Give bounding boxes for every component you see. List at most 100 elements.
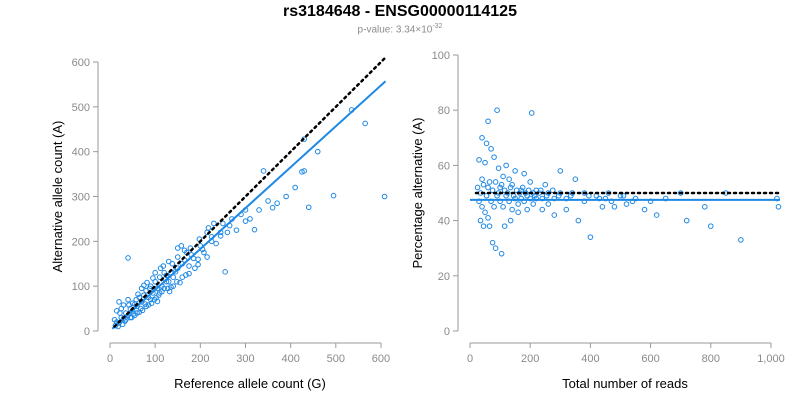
panel-1-data-point (169, 260, 176, 267)
panel-2-data-point (531, 192, 538, 199)
panel-1-x-tick-label: 200 (191, 353, 209, 365)
panel-1-data-point (260, 168, 267, 174)
panel-2-data-point (479, 135, 485, 141)
panel-2-data-point (568, 192, 574, 199)
panel-1-data-point (205, 225, 212, 231)
panel-2-data-point (480, 181, 487, 188)
panel-1-data-point (156, 274, 163, 281)
panel-1-data-point (222, 269, 228, 275)
panel-1-data-point (305, 204, 312, 211)
panel-2-data-point (474, 184, 481, 191)
panel-1-x-tick-label: 100 (146, 353, 164, 365)
panel-2-y-tick-label: 60 (438, 160, 450, 172)
panel-1-data-point (292, 184, 298, 191)
panel-2-data-point (515, 201, 521, 207)
panel-2-data-point (775, 204, 782, 210)
panel-1-y-tick-label: 300 (72, 192, 90, 204)
panel-2-data-point (507, 217, 514, 224)
panel-1-data-point (172, 269, 179, 275)
panel-2-x-tick-label: 0 (467, 353, 473, 365)
panel-1-y-tick-label: 400 (72, 147, 90, 159)
panel-1-data-point (174, 254, 181, 260)
panel-1-data-point (195, 256, 201, 263)
panel-1-y-tick-label: 100 (72, 281, 90, 293)
panel-2-data-point (539, 206, 546, 213)
panel-1-data-point (157, 265, 164, 272)
panel-2-data-point (620, 192, 627, 199)
panel-2-data-point (557, 168, 564, 174)
panel-1-fit-line (111, 80, 387, 330)
panel-2-x-tick-label: 400 (581, 353, 599, 365)
panel-2-x-tick-label: 1,000 (757, 353, 785, 365)
panel-2-data-point (501, 223, 508, 229)
panel-1-data-point (112, 322, 119, 329)
panel-2-data-point (485, 118, 491, 125)
panel-2-data-point (545, 201, 552, 207)
panel-1-data-point (150, 275, 156, 281)
panel-2-data-point (480, 223, 487, 229)
panel-2-y-tick-label: 0 (444, 326, 450, 338)
panel-2-data-point (623, 201, 630, 207)
panel-1-y-tick-label: 0 (84, 326, 90, 338)
panel-2-y-tick-label: 20 (438, 271, 450, 283)
panel-1-data-point (154, 285, 161, 292)
panel-1-data-point (362, 120, 368, 127)
panel-1-data-point (133, 296, 139, 303)
panel-2-data-point (491, 154, 497, 160)
panel-2-data-point (524, 192, 530, 199)
panel-1-x-tick-label: 0 (107, 353, 113, 365)
panel-1-data-point (145, 302, 152, 308)
panel-2-data-point (501, 187, 508, 194)
panel-2-data-point (509, 181, 515, 188)
panel-1-data-point (283, 193, 289, 200)
panel-2-data-point (485, 215, 491, 221)
panel-2-data-point (521, 170, 527, 177)
panel-2-data-point (512, 168, 518, 174)
subtitle-pvalue: p-value: 3.34×10 (357, 24, 433, 36)
panel-2-data-point (707, 223, 714, 229)
panel-2-data-point (525, 187, 532, 194)
panel-2-data-point (507, 184, 514, 191)
panel-2-data-point (500, 204, 506, 210)
panel-2-data-point (489, 187, 496, 194)
panel-2-data-point (479, 176, 485, 182)
panel-2-y-tick-label: 40 (438, 216, 450, 228)
panel-1-y-tick-label: 600 (72, 57, 90, 69)
panel-1-data-point (147, 296, 154, 303)
panel-2-data-point (528, 110, 535, 116)
panel-2-data-point (483, 140, 490, 147)
panel-2-data-point (515, 209, 521, 216)
panel-2-data-point (701, 204, 708, 210)
panel-1-data-point (265, 198, 271, 204)
panel-1-data-point (269, 204, 276, 211)
panel-2-data-point (527, 179, 533, 185)
panel-1-data-point (152, 269, 158, 276)
panel-2-data-point (500, 173, 506, 180)
panel-2-data-point (572, 176, 579, 182)
panel-2-data-point (542, 181, 549, 188)
panel-2-data-point (653, 212, 660, 218)
panel-1-y-axis-label: Alternative allele count (A) (50, 121, 65, 273)
panel-2-data-point (524, 206, 530, 213)
panel-2-y-tick-label: 80 (438, 105, 450, 117)
panel-1-data-point (211, 220, 217, 227)
panel-2-data-point (494, 107, 500, 113)
panel-2-data-point (549, 187, 556, 194)
panel-2-data-point (563, 206, 570, 213)
panel-2-x-tick-label: 800 (702, 353, 720, 365)
panel-1-data-point (165, 278, 172, 285)
panel-1-data-point (116, 299, 122, 305)
panel-2-data-point (483, 192, 490, 199)
panel-2-data-point (485, 184, 491, 191)
panel-1-y-tick-label: 200 (72, 236, 90, 248)
panel-1-data-point (201, 249, 207, 256)
panel-2-data-point (530, 201, 537, 207)
panel-2-data-point (488, 146, 494, 152)
panel-1-data-point (168, 284, 174, 290)
panel-1-data-point (242, 218, 249, 224)
subtitle-exponent: -32 (432, 23, 443, 30)
panel-2-data-point (543, 192, 550, 199)
panel-1-data-point (179, 274, 186, 281)
panel-1-data-point (129, 300, 136, 307)
